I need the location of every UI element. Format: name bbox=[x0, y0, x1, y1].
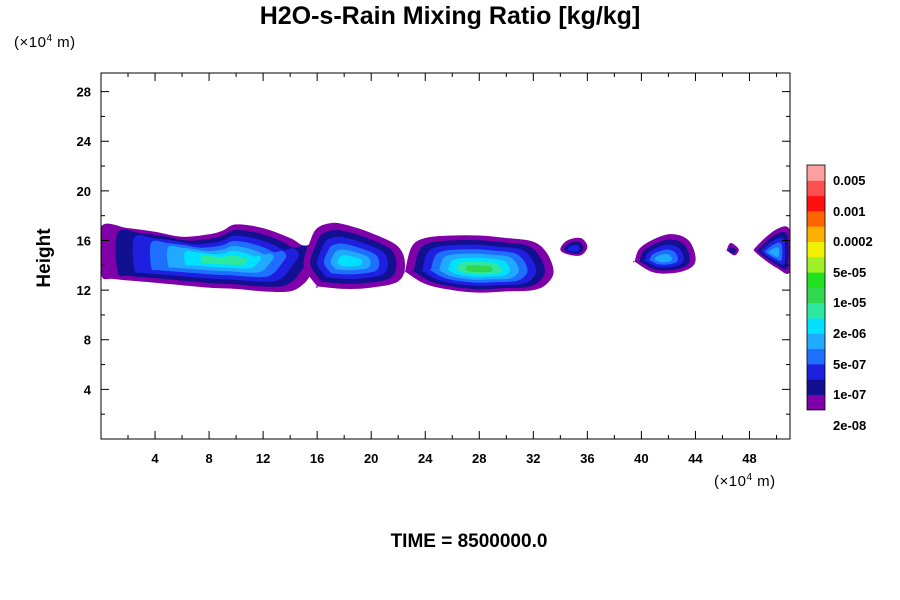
colorbar-swatch bbox=[807, 226, 825, 242]
colorbar-swatch bbox=[807, 348, 825, 365]
y-tick-label: 20 bbox=[77, 184, 91, 199]
x-axis-unit: (×104 m) bbox=[714, 472, 776, 490]
colorbar-label: 0.005 bbox=[833, 173, 866, 188]
contour-band bbox=[337, 255, 363, 267]
colorbar-label: 5e-05 bbox=[833, 265, 866, 280]
x-tick-label: 24 bbox=[418, 451, 433, 466]
time-label: TIME = 8500000.0 bbox=[390, 531, 548, 552]
colorbar-label: 1e-07 bbox=[833, 387, 866, 402]
x-tick-label: 16 bbox=[310, 451, 324, 466]
colorbar-label: 5e-07 bbox=[833, 357, 866, 372]
colorbar-swatch bbox=[807, 241, 825, 258]
colorbar-frame bbox=[806, 164, 826, 411]
contour-band bbox=[567, 245, 580, 252]
colorbar-swatch bbox=[807, 302, 825, 319]
x-tick-label: 40 bbox=[634, 451, 648, 466]
y-axis-label: Height bbox=[34, 228, 55, 288]
colorbar bbox=[806, 164, 826, 411]
x-tick-label: 32 bbox=[526, 451, 540, 466]
x-tick-label: 48 bbox=[742, 451, 756, 466]
chart-title: H2O-s-Rain Mixing Ratio [kg/kg] bbox=[259, 2, 641, 30]
x-tick-label: 44 bbox=[688, 451, 703, 466]
x-tick-label: 36 bbox=[580, 451, 594, 466]
contour-blob bbox=[303, 222, 405, 289]
colorbar-label: 0.001 bbox=[833, 204, 866, 219]
contour-blob bbox=[403, 235, 554, 293]
contour-band bbox=[464, 265, 493, 273]
contour-blob bbox=[632, 234, 696, 274]
colorbar-swatch bbox=[807, 256, 825, 273]
y-axis: 4 8 12 16 20 24 28 bbox=[77, 85, 790, 415]
contour-blob bbox=[725, 242, 739, 256]
x-tick-label: 4 bbox=[151, 451, 159, 466]
x-axis: 4 8 12 16 20 24 28 32 36 40 44 48 bbox=[127, 73, 777, 466]
colorbar-swatch bbox=[807, 272, 825, 288]
y-tick-label: 4 bbox=[84, 382, 92, 397]
contour-fields bbox=[101, 222, 790, 293]
contour-band bbox=[201, 255, 249, 266]
x-tick-label: 28 bbox=[472, 451, 486, 466]
colorbar-swatch bbox=[807, 394, 825, 411]
contour-blob bbox=[753, 226, 790, 274]
contour-band bbox=[727, 246, 736, 254]
colorbar-swatch bbox=[807, 318, 825, 334]
colorbar-swatch bbox=[807, 210, 825, 227]
colorbar-swatch bbox=[807, 180, 825, 197]
contour-blob bbox=[101, 223, 324, 293]
y-tick-label: 24 bbox=[77, 134, 92, 149]
y-tick-label: 28 bbox=[77, 85, 91, 100]
colorbar-swatch bbox=[807, 195, 825, 212]
colorbar-label: 2e-06 bbox=[833, 326, 866, 341]
colorbar-swatch bbox=[807, 165, 825, 181]
colorbar-swatch bbox=[807, 379, 825, 395]
colorbar-label: 0.0002 bbox=[833, 234, 873, 249]
contour-band bbox=[768, 247, 780, 258]
x-tick-label: 12 bbox=[256, 451, 270, 466]
contour-blob bbox=[560, 237, 588, 256]
y-axis-unit: (×104 m) bbox=[14, 33, 76, 51]
contour-band bbox=[654, 254, 672, 263]
plot-frame bbox=[100, 72, 791, 440]
colorbar-label: 1e-05 bbox=[833, 295, 866, 310]
x-tick-label: 8 bbox=[205, 451, 212, 466]
colorbar-swatch bbox=[807, 363, 825, 380]
y-tick-label: 8 bbox=[84, 333, 91, 348]
y-tick-label: 16 bbox=[77, 233, 91, 248]
colorbar-labels: 2e-08 1e-07 5e-07 2e-06 1e-05 5e-05 0.0002 0.00… bbox=[833, 173, 873, 433]
x-tick-label: 20 bbox=[364, 451, 378, 466]
colorbar-swatch bbox=[807, 287, 825, 304]
colorbar-label: 2e-08 bbox=[833, 418, 866, 433]
y-tick-label: 12 bbox=[77, 283, 91, 298]
colorbar-swatch bbox=[807, 333, 825, 350]
